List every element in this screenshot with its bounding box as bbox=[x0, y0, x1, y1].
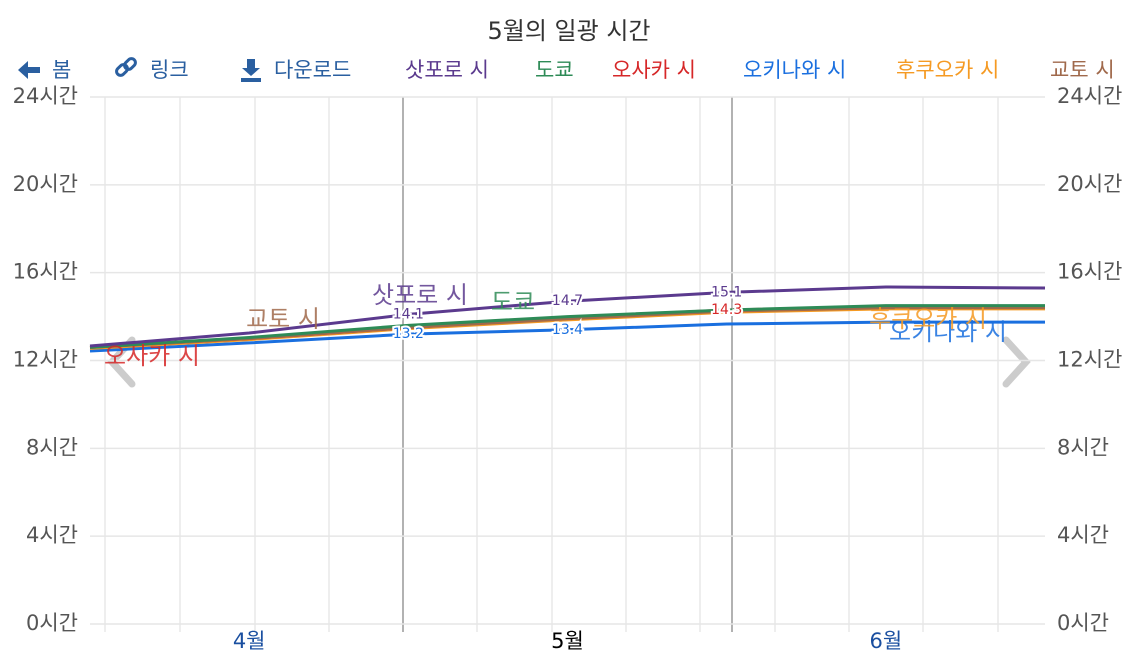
data-label: 14.1 bbox=[393, 306, 424, 322]
y2-tick-label: 20시간 bbox=[1057, 172, 1122, 196]
y2-tick-label: 24시간 bbox=[1057, 84, 1122, 108]
series-label: 오키나와 시 bbox=[889, 318, 1007, 346]
legend-entry[interactable]: 도쿄 bbox=[535, 58, 574, 82]
back-label: 봄 bbox=[52, 58, 71, 82]
next-arrow[interactable] bbox=[1002, 336, 1031, 388]
legend-entry[interactable]: 후쿠오카 시 bbox=[896, 58, 999, 82]
data-label: 15.1 bbox=[711, 284, 742, 300]
x-tick-label: 4월 bbox=[233, 629, 266, 653]
y-tick-label: 12시간 bbox=[13, 348, 78, 372]
link-button[interactable]: 링크 bbox=[115, 57, 189, 82]
back-icon bbox=[18, 61, 40, 79]
legend-entry[interactable]: 오사카 시 bbox=[612, 58, 696, 82]
y-tick-label: 8시간 bbox=[26, 435, 78, 459]
y2-tick-label: 8시간 bbox=[1057, 435, 1109, 459]
download-label: 다운로드 bbox=[274, 58, 351, 82]
y2-tick-label: 4시간 bbox=[1057, 523, 1109, 547]
x-tick-label: 5월 bbox=[551, 629, 584, 653]
data-label: 14.7 bbox=[552, 293, 583, 309]
y-tick-label: 16시간 bbox=[13, 260, 78, 284]
legend-entry[interactable]: 교토 시 bbox=[1050, 58, 1115, 82]
legend-entry[interactable]: 삿포로 시 bbox=[405, 58, 489, 82]
y-tick-label: 0시간 bbox=[26, 611, 78, 635]
legend-entry[interactable]: 오키나와 시 bbox=[743, 58, 846, 82]
back-button[interactable]: 봄 bbox=[18, 58, 71, 82]
series-label: 교토 시 bbox=[246, 305, 320, 333]
y2-tick-label: 12시간 bbox=[1057, 348, 1122, 372]
download-icon bbox=[241, 59, 261, 82]
download-button[interactable]: 다운로드 bbox=[241, 58, 351, 82]
y2-tick-label: 16시간 bbox=[1057, 260, 1122, 284]
series-label: 후쿠오카 시 bbox=[869, 305, 987, 333]
x-tick-label: 6월 bbox=[869, 629, 902, 653]
series-line bbox=[89, 320, 1045, 353]
series-label: 삿포로 시 bbox=[372, 281, 468, 309]
data-label: 13.2 bbox=[393, 326, 424, 342]
link-icon bbox=[115, 57, 137, 77]
series-line bbox=[89, 304, 1045, 349]
vertical-grid bbox=[104, 97, 999, 632]
link-label: 링크 bbox=[150, 58, 189, 82]
y2-tick-label: 0시간 bbox=[1057, 611, 1109, 635]
y-tick-label: 20시간 bbox=[13, 172, 78, 196]
series-line bbox=[89, 285, 1046, 348]
series-label: 도쿄 bbox=[491, 288, 535, 316]
y-tick-label: 24시간 bbox=[13, 84, 78, 108]
series-label: 오사카 시 bbox=[104, 342, 200, 370]
y-tick-label: 4시간 bbox=[26, 523, 78, 547]
data-label: 13.4 bbox=[552, 322, 583, 338]
data-label: 14.3 bbox=[711, 302, 742, 318]
chart-title: 5월의 일광 시간 bbox=[487, 17, 650, 45]
